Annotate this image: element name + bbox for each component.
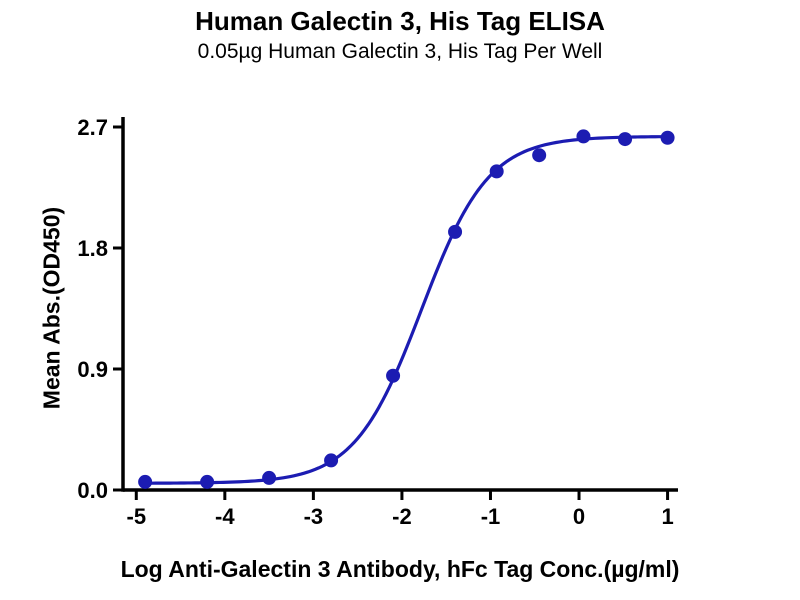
chart-title: Human Galectin 3, His Tag ELISA <box>195 6 605 36</box>
x-tick-label: 0 <box>573 504 585 529</box>
data-point <box>576 129 591 144</box>
x-tick-label: -4 <box>215 504 235 529</box>
x-axis-label: Log Anti-Galectin 3 Antibody, hFc Tag Co… <box>120 556 680 582</box>
x-tick-label: 1 <box>661 504 673 529</box>
chart-subtitle: 0.05µg Human Galectin 3, His Tag Per Wel… <box>197 40 603 63</box>
data-point <box>660 130 675 145</box>
data-point <box>386 368 401 383</box>
y-tick-label: 2.7 <box>77 115 108 140</box>
y-tick-label: 1.8 <box>77 236 108 261</box>
data-point <box>200 474 215 489</box>
data-point <box>324 453 339 468</box>
y-axis-label: Mean Abs.(OD450) <box>38 206 65 410</box>
data-point <box>262 470 277 485</box>
x-tick-label: -1 <box>481 504 501 529</box>
x-tick-label: -5 <box>127 504 147 529</box>
data-point <box>489 164 504 179</box>
y-tick-label: 0.9 <box>77 357 108 382</box>
x-tick-label: -2 <box>392 504 412 529</box>
y-tick-label: 0.0 <box>77 478 108 503</box>
x-tick-label: -3 <box>304 504 324 529</box>
data-point <box>138 474 153 489</box>
data-point <box>448 224 463 239</box>
fit-curve <box>143 135 668 485</box>
data-point <box>532 148 547 163</box>
data-point <box>618 132 633 147</box>
